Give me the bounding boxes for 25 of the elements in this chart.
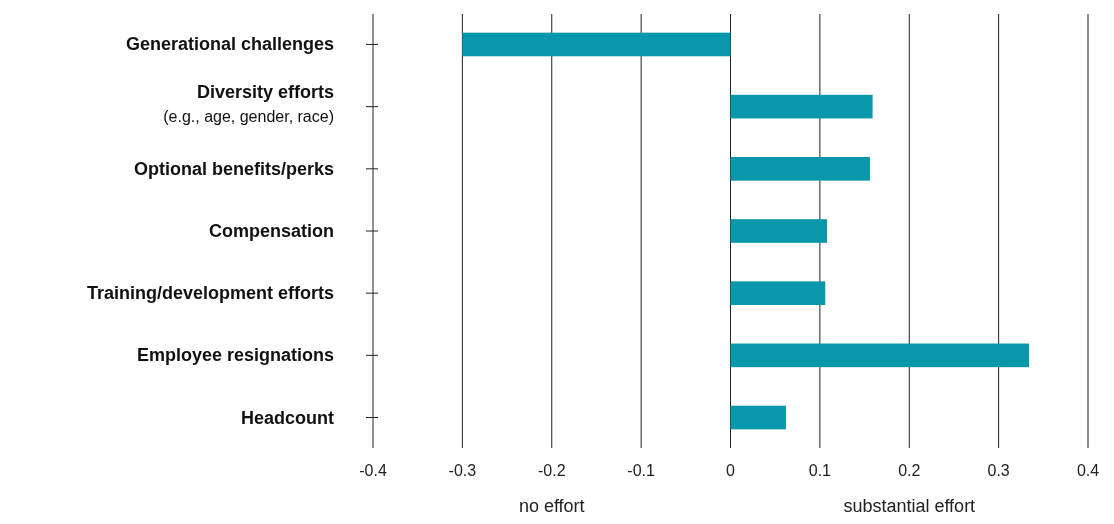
y-tick-label: Optional benefits/perks — [133, 158, 334, 179]
y-tick-label: Training/development efforts — [86, 283, 334, 304]
y-tick-label: Compensation — [208, 221, 334, 241]
bar — [730, 219, 828, 243]
x-tick-label: 0.1 — [808, 462, 832, 479]
x-tick-label: -0.2 — [537, 462, 566, 479]
text: no effort — [518, 496, 585, 516]
bar — [730, 94, 873, 119]
x-tick-label: -0.1 — [627, 462, 656, 479]
x-tick-label: 0.2 — [898, 462, 921, 479]
bar — [730, 281, 826, 305]
y-tick-label: Diversity efforts (e.g., age, gender, race) — [163, 81, 334, 125]
bar — [462, 32, 731, 57]
y-tick-label: Headcount — [240, 407, 334, 428]
y-tick-label: Employee resignations — [136, 345, 334, 366]
x-tick-label: -0.3 — [448, 462, 477, 479]
bar — [730, 405, 786, 430]
bar — [730, 343, 1030, 368]
x-tick-label: 0 — [726, 462, 736, 479]
y-tick-label: Generational challenges — [125, 34, 334, 55]
bar — [730, 157, 870, 181]
x-tick-label: 0.3 — [987, 462, 1010, 479]
text: substantial effort — [843, 496, 976, 516]
x-tick-label: -0.4 — [359, 462, 387, 479]
x-tick-label: 0.4 — [1076, 462, 1100, 479]
